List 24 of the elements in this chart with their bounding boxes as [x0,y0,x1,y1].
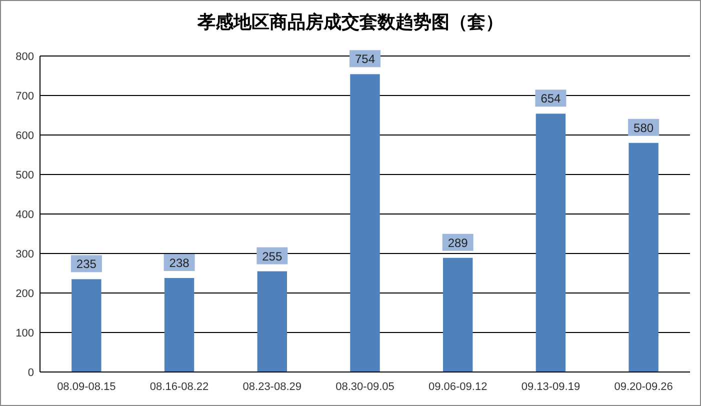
data-label: 255 [262,249,282,264]
y-tick-label: 100 [16,328,34,340]
data-label: 754 [354,52,376,66]
data-label: 238 [169,256,190,270]
data-label: 654 [540,92,562,106]
y-tick-label: 0 [28,367,34,379]
y-tick-label: 700 [16,90,34,102]
y-tick-label: 400 [16,209,34,221]
x-tick-label: 09.20-09.26 [614,381,673,393]
data-label: 235 [76,257,97,272]
x-tick-label: 08.09-08.15 [57,381,116,393]
x-tick-label: 09.06-09.12 [428,381,488,393]
y-tick-label: 500 [16,170,34,182]
x-tick-label: 09.13-09.19 [521,381,580,393]
y-tick-label: 200 [16,288,34,300]
x-tick-label: 08.30-09.05 [336,381,394,393]
title: 孝感地区商品房成交套数趋势图（套） [198,12,504,33]
x-tick-label: 08.16-08.22 [150,381,209,393]
x-tick-label: 08.23-08.29 [242,381,302,393]
data-label: 580 [634,120,654,135]
y-tick-label: 300 [16,248,34,260]
y-tick-label: 600 [16,130,34,142]
y-tick-label: 800 [16,51,34,63]
data-label: 289 [448,236,468,250]
